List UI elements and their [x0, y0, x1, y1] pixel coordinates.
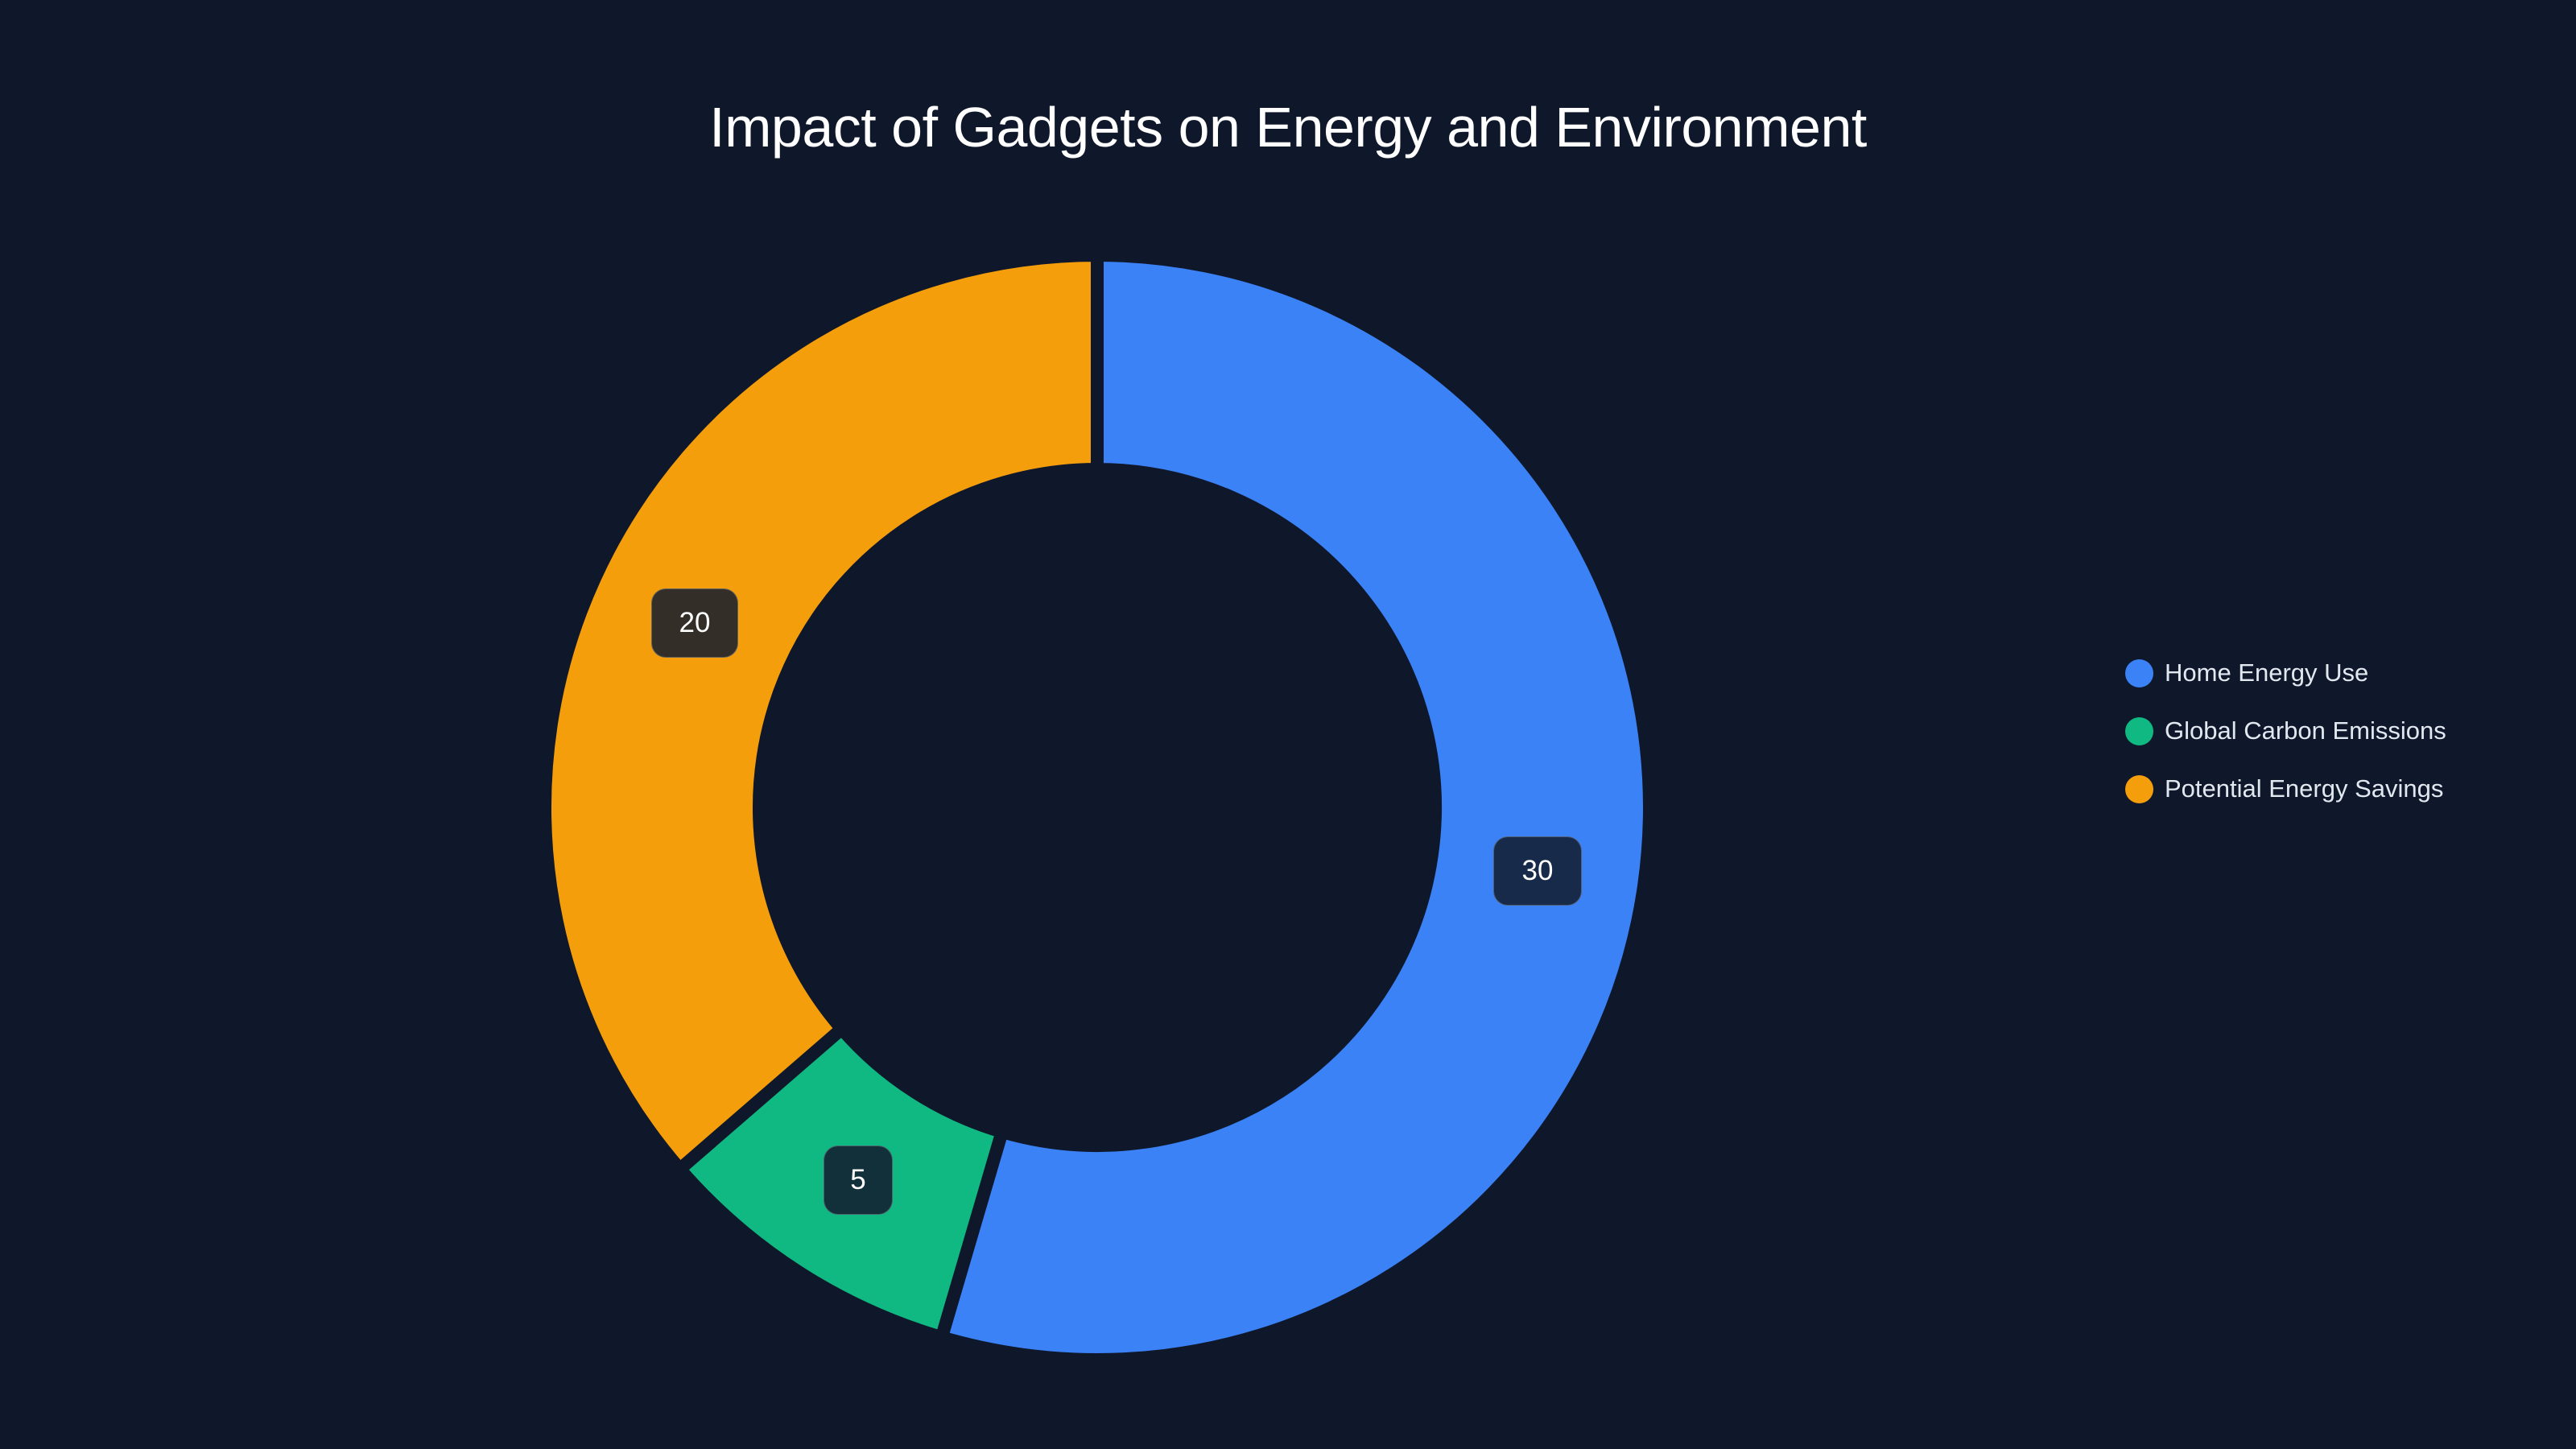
- legend-label: Home Energy Use: [2165, 658, 2369, 687]
- legend-dot-icon: [2125, 716, 2153, 745]
- legend: Home Energy Use Global Carbon Emissions …: [2125, 644, 2446, 818]
- chart-title: Impact of Gadgets on Energy and Environm…: [709, 96, 1867, 159]
- legend-label: Potential Energy Savings: [2165, 774, 2444, 803]
- data-label-home-energy-use: 30: [1493, 836, 1582, 906]
- slice-home-energy-use[interactable]: [933, 248, 1656, 1366]
- legend-item-global-carbon-emissions[interactable]: Global Carbon Emissions: [2125, 702, 2446, 760]
- legend-dot-icon: [2125, 774, 2153, 803]
- slice-potential-energy-savings[interactable]: [539, 248, 1104, 1179]
- legend-dot-icon: [2125, 658, 2153, 687]
- legend-label: Global Carbon Emissions: [2165, 716, 2446, 745]
- legend-item-potential-energy-savings[interactable]: Potential Energy Savings: [2125, 760, 2446, 818]
- data-label-potential-energy-savings: 20: [651, 588, 738, 658]
- legend-item-home-energy-use[interactable]: Home Energy Use: [2125, 644, 2446, 702]
- data-label-global-carbon-emissions: 5: [824, 1146, 893, 1215]
